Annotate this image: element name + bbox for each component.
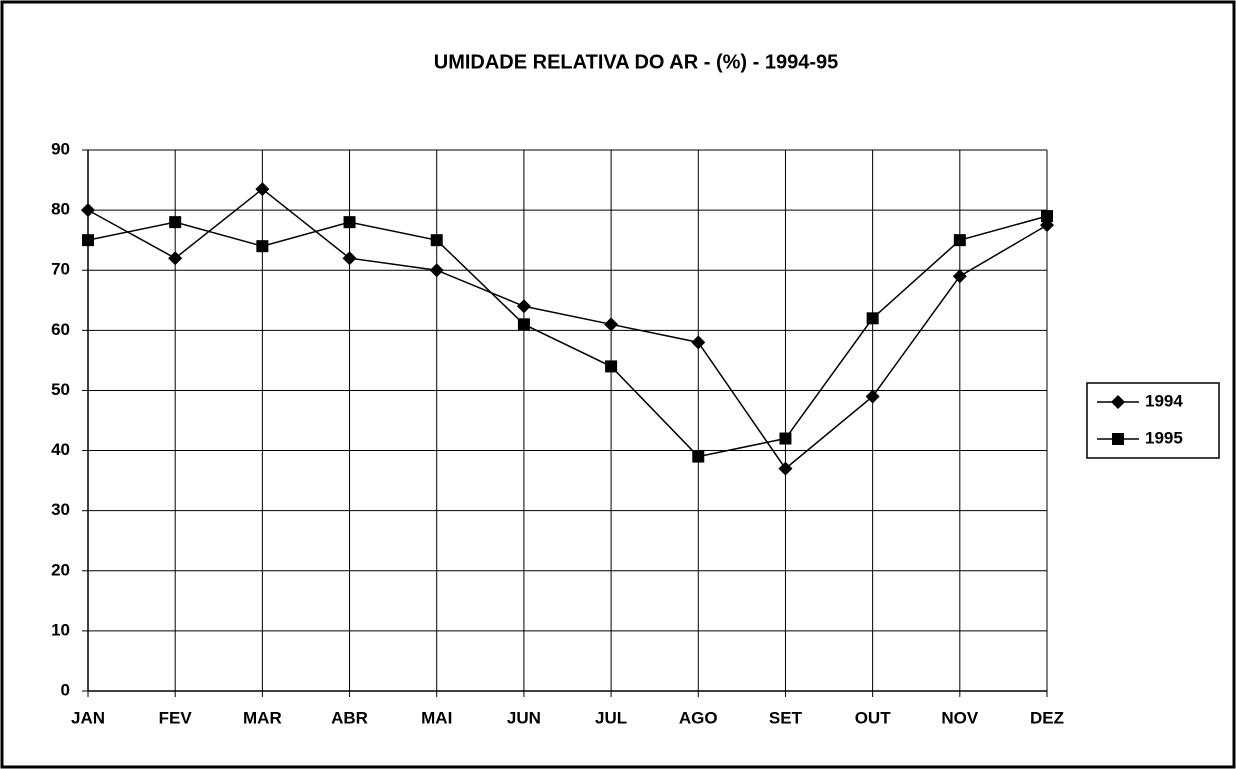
data-point: [605, 360, 618, 373]
x-tick-label: MAR: [243, 708, 282, 727]
y-tick-label: 50: [51, 380, 70, 399]
legend-marker: [1111, 395, 1125, 409]
data-point: [517, 318, 530, 331]
data-point: [429, 263, 444, 278]
data-point: [82, 234, 94, 247]
x-tick-label: DEZ: [1030, 708, 1064, 727]
data-point: [342, 251, 357, 266]
x-tick-label: ABR: [331, 708, 368, 727]
data-point: [430, 234, 443, 247]
x-tick-label: FEV: [159, 708, 193, 727]
y-tick-label: 20: [51, 560, 70, 579]
series-line: [87, 188, 1048, 470]
data-point: [516, 299, 531, 314]
y-tick-label: 60: [51, 320, 70, 339]
x-tick-label: JUL: [595, 708, 627, 727]
x-tick-label: NOV: [941, 708, 979, 727]
data-point: [81, 203, 95, 218]
data-point: [778, 461, 793, 476]
x-tick-label: JAN: [71, 708, 105, 727]
legend-box: [1086, 382, 1220, 459]
chart-title: UMIDADE RELATIVA DO AR - (%) - 1994-95: [434, 51, 838, 73]
y-tick-label: 90: [51, 139, 70, 158]
y-tick-label: 70: [51, 260, 70, 279]
legend-marker: [1112, 433, 1124, 445]
y-tick-label: 0: [61, 680, 70, 699]
data-point: [952, 269, 967, 284]
data-point: [779, 432, 792, 445]
data-point: [256, 240, 269, 253]
legend-label: 1994: [1145, 391, 1183, 410]
x-tick-label: MAI: [421, 708, 452, 727]
x-tick-label: JUN: [507, 708, 541, 727]
data-point: [169, 216, 182, 229]
x-tick-label: AGO: [679, 708, 718, 727]
y-tick-label: 40: [51, 440, 70, 459]
y-tick-label: 10: [51, 620, 70, 639]
data-point: [692, 450, 705, 463]
data-point: [691, 335, 706, 350]
x-tick-label: OUT: [855, 708, 892, 727]
data-point: [255, 182, 270, 197]
data-point: [604, 317, 619, 332]
data-point: [865, 389, 880, 404]
y-tick-label: 80: [51, 200, 70, 219]
x-tick-label: SET: [769, 708, 803, 727]
data-point: [168, 251, 183, 266]
series-line: [87, 215, 1048, 458]
legend-label: 1995: [1145, 428, 1183, 447]
data-point: [343, 216, 356, 229]
y-tick-label: 30: [51, 500, 70, 519]
data-point: [953, 234, 966, 247]
data-point: [1041, 210, 1053, 223]
data-point: [866, 312, 879, 325]
